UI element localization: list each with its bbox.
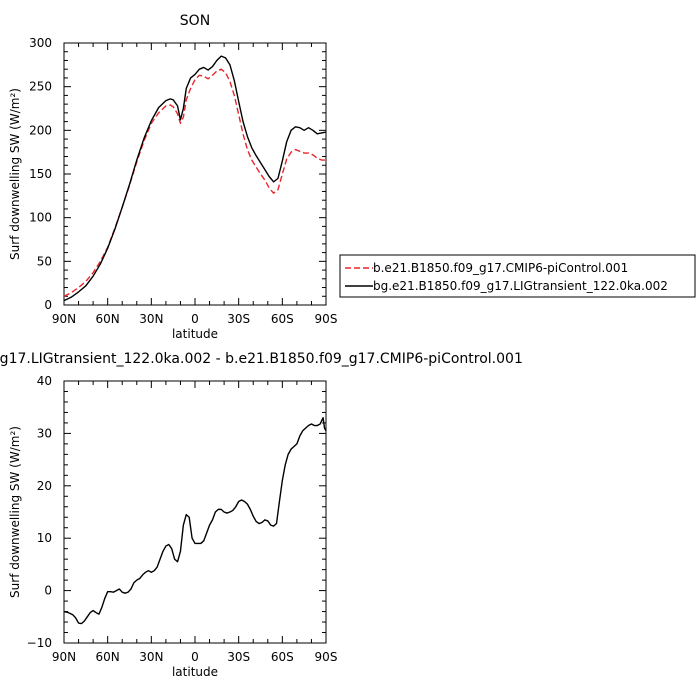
x-tick-label: 30S (227, 312, 250, 326)
x-tick-label: 60N (96, 312, 120, 326)
series-line-ligtransient (63, 55, 327, 302)
y-tick-label: 20 (37, 479, 52, 493)
y-tick-label: 40 (37, 374, 52, 388)
x-tick-label: 60S (271, 650, 294, 664)
y-tick-label: 30 (37, 426, 52, 440)
y-tick-label: 300 (29, 36, 52, 50)
x-tick-label: 0 (191, 312, 199, 326)
legend-entry-label: b.e21.B1850.f09_g17.CMIP6-piControl.001 (373, 261, 628, 275)
x-tick-label: 30N (139, 650, 163, 664)
x-tick-label: 90S (315, 650, 338, 664)
y-tick-label: 0 (44, 298, 52, 312)
series-line-picontrol (63, 68, 326, 297)
y-tick-label: 0 (44, 584, 52, 598)
y-tick-label: 10 (37, 531, 52, 545)
top-axis-ticks: 90N 60N 30N 0 30S 60S 90S 0 50 100 150 200 250 300 (29, 36, 337, 326)
legend: b.e21.B1850.f09_g17.CMIP6-piControl.001b… (339, 254, 696, 298)
y-tick-label: 100 (29, 211, 52, 225)
top-y-axis-label: Surf downwelling SW (W/m²) (8, 88, 22, 260)
x-tick-label: 0 (191, 650, 199, 664)
top-series-lines (63, 55, 327, 302)
x-tick-label: 30N (139, 312, 163, 326)
chart-bottom: bg.e21.B1850.f09_g17.LIGtransient_122.0k… (0, 351, 523, 679)
chart-top: SON 90N 60N 30N 0 30S 60S 90S 0 50 100 150 200 250 30… (8, 13, 337, 341)
x-tick-label: 90S (315, 312, 338, 326)
x-tick-label: 90N (52, 650, 76, 664)
top-chart-title: SON (180, 13, 210, 29)
bottom-chart-title: bg.e21.B1850.f09_g17.LIGtransient_122.0k… (0, 351, 523, 367)
legend-entry-label: bg.e21.B1850.f09_g17.LIGtransient_122.0k… (373, 279, 668, 293)
y-tick-label: −10 (27, 636, 52, 650)
y-tick-label: 200 (29, 123, 52, 137)
bottom-series-lines (63, 416, 327, 625)
bottom-axis-ticks: 90N 60N 30N 0 30S 60S 90S −10 0 10 20 30 40 (27, 374, 338, 664)
y-tick-label: 50 (37, 254, 52, 268)
x-tick-label: 90N (52, 312, 76, 326)
top-plot-frame (63, 42, 327, 306)
bottom-x-axis-label: latitude (172, 665, 218, 679)
x-tick-label: 30S (227, 650, 250, 664)
series-line-ligtransient (63, 416, 327, 625)
y-tick-label: 150 (29, 167, 52, 181)
x-tick-label: 60N (96, 650, 120, 664)
y-tick-label: 250 (29, 80, 52, 94)
bottom-y-axis-label: Surf downwelling SW (W/m²) (8, 426, 22, 598)
legend-box (339, 254, 696, 298)
top-x-axis-label: latitude (172, 327, 218, 341)
x-tick-label: 60S (271, 312, 294, 326)
